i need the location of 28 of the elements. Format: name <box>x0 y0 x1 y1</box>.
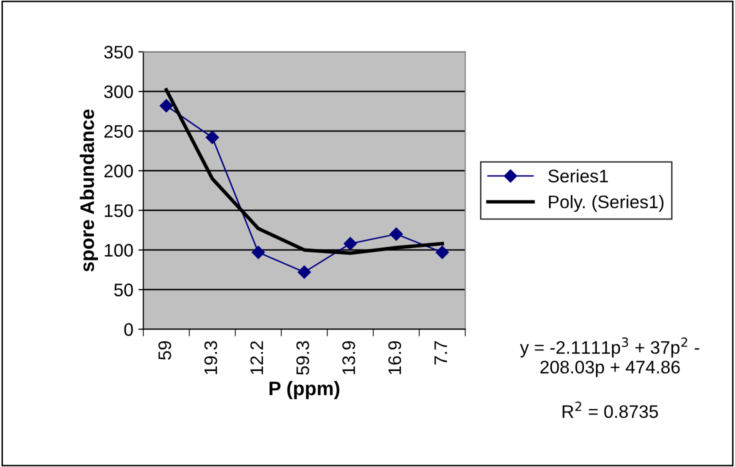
point <box>390 228 403 241</box>
x-tick-label: 12.2 <box>250 341 263 374</box>
point <box>206 130 219 144</box>
y-tick-label: 300 <box>104 85 133 98</box>
x-tick-label: 13.9 <box>342 341 356 374</box>
point <box>252 246 265 259</box>
y-axis-title: spore Abundance <box>80 109 98 272</box>
point <box>344 237 357 250</box>
x-tick-label: 19.3 <box>204 341 218 374</box>
point <box>160 99 173 112</box>
y-tick-label: 0 <box>124 323 133 336</box>
text: R$^{2}$ = 0.8735 <box>562 402 658 418</box>
x-tick-label: 59 <box>158 341 172 360</box>
y-tick-label: 350 <box>104 46 133 59</box>
legend-label: Series1 <box>548 169 608 182</box>
y-tick-label: 100 <box>104 244 133 257</box>
x-tick-label: 59.3 <box>296 341 310 375</box>
point <box>298 266 311 279</box>
y-tick-label: 150 <box>104 204 133 218</box>
legend-label: Poly. (Series1) <box>549 195 664 212</box>
text: y = -2.1111p$^{3}$ + 37p$^{2}$ - 208.03p + 474.86 <box>520 337 700 378</box>
y-tick-label: 50 <box>114 284 133 296</box>
y-tick-label: 250 <box>104 125 133 138</box>
x-tick-label: 16.9 <box>388 341 402 374</box>
x-axis-title: P (ppm) <box>270 381 340 400</box>
x-tick-label: 7.7 <box>434 341 447 365</box>
point <box>436 246 449 259</box>
y-tick-label: 200 <box>104 164 133 178</box>
